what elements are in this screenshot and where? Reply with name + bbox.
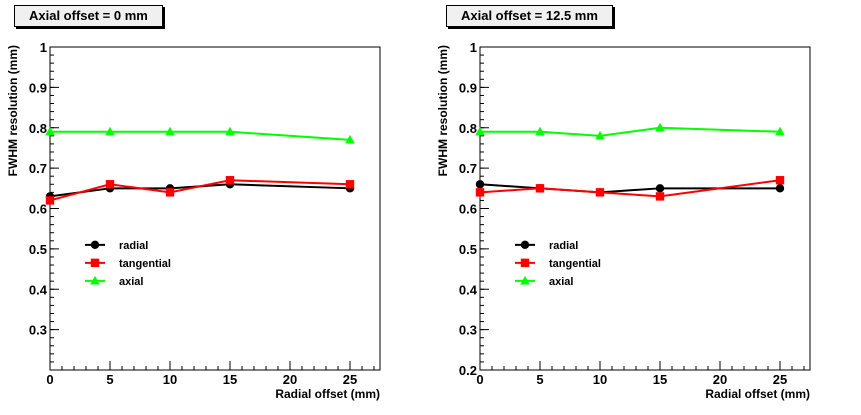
circle-marker [775, 184, 785, 193]
circle-marker [90, 240, 100, 250]
square-marker [105, 180, 115, 189]
triangle-marker [775, 126, 785, 136]
x-tick-label: 5 [536, 372, 543, 387]
triangle-marker [520, 275, 530, 285]
legend-label: axial [119, 276, 143, 288]
y-tick-label: 0.7 [459, 161, 477, 176]
y-tick-label: 0.6 [459, 202, 477, 217]
square-marker [520, 258, 530, 268]
x-tick-label: 5 [106, 372, 113, 387]
legend-label: radial [119, 240, 148, 252]
x-tick-label: 0 [476, 372, 483, 387]
triangle-marker [90, 275, 100, 285]
y-tick-label: 1 [40, 40, 47, 55]
x-axis-title: Radial offset (mm) [275, 387, 380, 401]
x-tick-label: 20 [713, 372, 727, 387]
x-tick-label: 25 [773, 372, 787, 387]
y-axis-title: FWHM resolution (mm) [436, 45, 450, 176]
square-marker [475, 188, 485, 197]
legend-label: tangential [549, 258, 601, 270]
y-tick-label: 0.7 [29, 161, 47, 176]
y-tick-label: 0.5 [29, 242, 47, 257]
triangle-marker [655, 122, 665, 132]
x-tick-label: 15 [653, 372, 667, 387]
triangle-marker [45, 126, 55, 136]
legend-label: tangential [119, 258, 171, 270]
triangle-marker [535, 126, 545, 136]
x-tick-label: 0 [46, 372, 53, 387]
x-tick-label: 20 [283, 372, 297, 387]
x-tick-label: 25 [343, 372, 357, 387]
square-marker [595, 188, 605, 197]
y-tick-label: 0.5 [459, 242, 477, 257]
chart-panel-right: Axial offset = 12.5 mm 0.2 0.3 0.4 0.5 0.6 0.… [430, 0, 860, 415]
chart-title: Axial offset = 12.5 mm [446, 5, 613, 27]
x-tick-label: 15 [223, 372, 237, 387]
plot-frame [49, 46, 381, 371]
legend-label: axial [549, 276, 573, 288]
square-marker [775, 176, 785, 185]
y-tick-label: 0.9 [459, 80, 477, 95]
square-marker [165, 188, 175, 197]
x-axis-title: Radial offset (mm) [705, 387, 810, 401]
x-tick-label: 10 [593, 372, 607, 387]
square-marker [225, 176, 235, 185]
y-tick-label: 0.3 [459, 323, 477, 338]
y-tick-label: 1 [470, 40, 477, 55]
chart-panel-left: Axial offset = 0 mm 0.3 0.4 0.5 0.6 0.7 0.8 0.… [0, 0, 430, 415]
y-tick-label: 0.6 [29, 202, 47, 217]
square-marker [535, 184, 545, 193]
square-marker [45, 196, 55, 205]
circle-marker [520, 240, 530, 250]
triangle-marker [225, 126, 235, 136]
y-tick-label: 0.8 [29, 121, 47, 136]
x-tick-label: 10 [163, 372, 177, 387]
circle-marker [655, 184, 665, 193]
square-marker [90, 258, 100, 268]
y-tick-label: 0.4 [459, 282, 478, 297]
legend-label: radial [549, 240, 578, 252]
chart-svg-right: 0.20.30.40.50.60.70.80.910 5 10 15 20 25Radia… [436, 40, 811, 401]
triangle-marker [165, 126, 175, 136]
triangle-marker [105, 126, 115, 136]
y-tick-label: 0.9 [29, 80, 47, 95]
y-axis-title: FWHM resolution (mm) [6, 45, 20, 176]
y-tick-label: 0.3 [29, 323, 47, 338]
y-tick-label: 0.2 [459, 363, 477, 378]
axial-series-line [480, 126, 781, 137]
axial-series-line [50, 130, 351, 141]
y-tick-label: 0.4 [29, 282, 48, 297]
square-marker [655, 192, 665, 201]
y-tick-label: 0.8 [459, 121, 477, 136]
triangle-marker [595, 130, 605, 140]
circle-marker [475, 180, 485, 189]
plot-frame [479, 46, 811, 371]
chart-title: Axial offset = 0 mm [14, 5, 163, 27]
triangle-marker [475, 126, 485, 136]
square-marker [345, 180, 355, 189]
triangle-marker [345, 134, 355, 144]
